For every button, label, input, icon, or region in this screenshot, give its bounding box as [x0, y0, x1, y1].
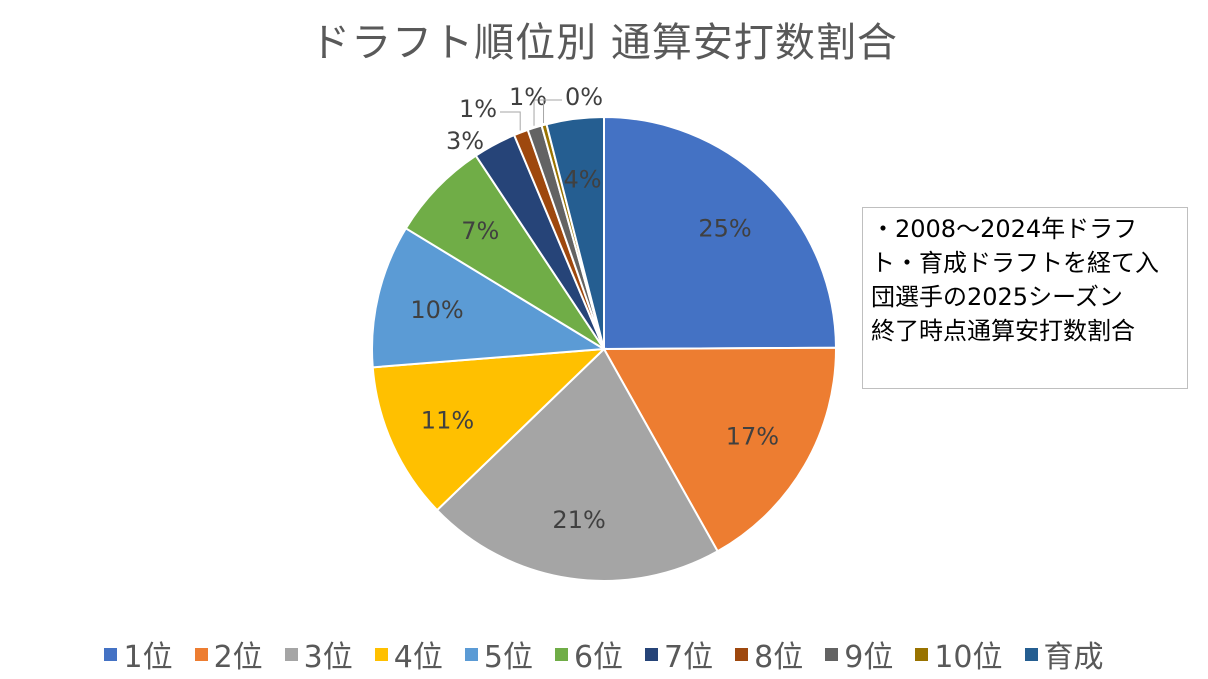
- legend-swatch: [464, 647, 478, 661]
- legend-item-3: 3位: [284, 632, 353, 676]
- legend-swatch: [735, 647, 749, 661]
- legend-label: 6位: [573, 640, 624, 675]
- legend-label: 9位: [844, 640, 894, 675]
- legend-label: 5位: [483, 640, 533, 675]
- legend-label: 4位: [393, 640, 443, 675]
- legend-swatch: [104, 647, 118, 661]
- legend-item-2: 2位: [194, 632, 263, 676]
- note-line-4: 終了時点通算安打数割合: [871, 317, 1135, 345]
- data-label-10: 0%: [565, 83, 603, 111]
- chart-title: ドラフト順位別 通算安打数割合: [310, 20, 898, 66]
- pie-slice-5: [371, 226, 608, 369]
- leader-line-8: [500, 111, 521, 131]
- data-label-3: 21%: [552, 506, 605, 534]
- legend-label: 3位: [303, 640, 353, 675]
- note-line-2: ト・育成ドラフトを経て入: [871, 249, 1159, 277]
- note-line-3: 団選手の2025シーズン: [871, 283, 1123, 311]
- pie-slice-3: [435, 347, 719, 582]
- pie-slice-1: [603, 115, 838, 351]
- legend-label: 8位: [754, 640, 804, 675]
- legend-item-7: 7位: [645, 632, 713, 676]
- pie-slice-11: [545, 115, 605, 350]
- legend-swatch: [284, 647, 298, 661]
- pie-slice-6: [404, 154, 605, 350]
- legend-label: 2位: [213, 640, 263, 675]
- legend-label: 1位: [123, 640, 173, 675]
- legend-swatch: [554, 647, 568, 661]
- data-label-2: 17%: [726, 422, 779, 450]
- data-label-11: 4%: [564, 166, 602, 194]
- legend-item-4: 4位: [374, 632, 443, 676]
- legend-item-9: 9位: [825, 632, 893, 676]
- note-line-1: ・2008～2024年ドラフ: [871, 215, 1138, 243]
- legend-item-11: 育成: [1024, 632, 1104, 676]
- legend-label: 育成: [1043, 640, 1104, 675]
- data-label-1: 25%: [698, 214, 751, 242]
- data-label-4: 11%: [421, 407, 474, 435]
- legend-swatch: [825, 647, 839, 661]
- chart-legend: 1位 2位 3位 4位 5位 6位 7位 8位 9位 10位 育成: [0, 632, 1208, 676]
- legend-swatch: [194, 647, 208, 661]
- legend-item-10: 10位: [915, 632, 1003, 676]
- legend-swatch: [374, 647, 388, 661]
- legend-item-5: 5位: [464, 632, 533, 676]
- data-label-5: 10%: [410, 296, 463, 324]
- leader-line-10: [543, 99, 562, 123]
- data-label-7: 3%: [446, 127, 484, 155]
- data-label-6: 7%: [461, 217, 499, 245]
- legend-swatch: [1024, 647, 1038, 661]
- legend-item-6: 6位: [554, 632, 624, 676]
- annotation-textbox: ・2008～2024年ドラフ ト・育成ドラフトを経て入 団選手の2025シーズン…: [862, 207, 1188, 389]
- data-label-9: 1%: [509, 83, 547, 111]
- legend-label: 10位: [934, 640, 1003, 675]
- pie-slice-4: [371, 347, 607, 512]
- legend-label: 7位: [664, 640, 714, 675]
- legend-swatch: [645, 647, 659, 661]
- legend-item-1: 1位: [104, 632, 173, 676]
- legend-swatch: [915, 647, 929, 661]
- data-label-8: 1%: [459, 95, 497, 123]
- pie-slice-2: [602, 346, 837, 553]
- legend-item-8: 8位: [735, 632, 803, 676]
